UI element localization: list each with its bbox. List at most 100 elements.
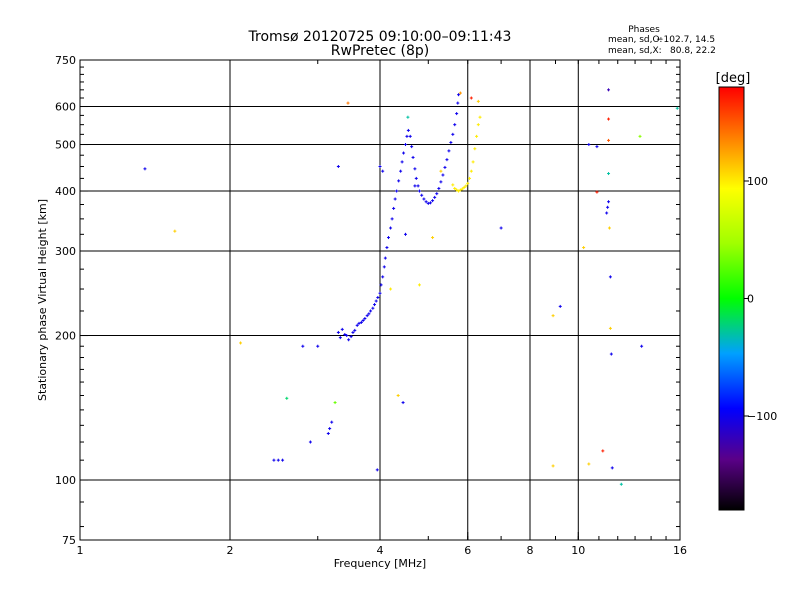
y-tick-label: 100 — [55, 474, 76, 487]
data-point-o-trace — [441, 173, 445, 177]
data-point-o-trace — [365, 314, 369, 318]
data-point-scattered — [558, 304, 562, 308]
data-point-o-trace — [451, 132, 455, 136]
data-point-scattered — [610, 466, 614, 470]
data-point-x-trace — [466, 181, 470, 185]
data-point-scattered — [413, 184, 417, 188]
phase-colorbar: [deg] 100 0 −100 — [716, 71, 777, 511]
data-point-scattered — [607, 200, 611, 204]
data-point-o-trace — [397, 179, 401, 183]
data-point-o-trace — [353, 328, 357, 332]
colorbar-gradient — [718, 86, 745, 511]
data-point-o-trace — [399, 169, 403, 173]
phases-o-value: −102.7, 14.5 — [656, 35, 715, 45]
data-point-scattered — [587, 143, 591, 147]
data-point-scattered — [239, 341, 243, 345]
data-point-o-trace — [392, 206, 396, 210]
data-points — [143, 88, 679, 486]
data-point-scattered — [605, 211, 609, 215]
data-point-x-trace — [478, 115, 482, 119]
data-point-o-trace — [424, 200, 428, 204]
data-point-o-trace — [389, 226, 393, 230]
data-point-o-trace — [410, 145, 414, 149]
data-point-o-trace — [393, 197, 397, 201]
data-point-scattered — [406, 115, 410, 119]
x-tick-label: 10 — [571, 544, 585, 557]
y-tick-label: 600 — [55, 101, 76, 114]
data-point-o-trace — [406, 128, 410, 132]
data-point-o-trace — [338, 336, 342, 340]
data-point-scattered — [285, 396, 289, 400]
data-point-scattered — [381, 169, 385, 173]
data-point-x-trace — [471, 160, 475, 164]
data-point-scattered — [346, 101, 350, 105]
y-axis-label: Stationary phase Virtual Height [km] — [36, 199, 49, 401]
data-point-o-trace — [383, 256, 387, 260]
data-point-o-trace — [351, 330, 355, 334]
grid-lines — [80, 60, 680, 540]
colorbar-tick-label: −100 — [747, 410, 777, 423]
data-point-o-trace — [349, 335, 353, 339]
data-point-scattered — [431, 236, 435, 240]
data-point-o-trace — [345, 334, 349, 338]
data-point-o-trace — [405, 134, 409, 138]
data-point-o-trace — [367, 312, 371, 316]
data-point-o-trace — [359, 320, 363, 324]
data-point-x-trace — [458, 188, 462, 192]
data-point-o-trace — [343, 332, 347, 336]
data-point-o-trace — [449, 140, 453, 144]
y-tick-label: 750 — [55, 54, 76, 67]
data-point-o-trace — [437, 186, 441, 190]
data-point-scattered — [551, 314, 555, 318]
data-point-scattered — [272, 458, 276, 462]
data-point-o-trace — [347, 338, 351, 342]
data-point-o-trace — [420, 193, 424, 197]
data-point-scattered — [326, 432, 330, 436]
data-point-o-trace — [431, 199, 435, 203]
data-point-o-trace — [379, 283, 383, 287]
y-tick-label: 75 — [62, 534, 76, 547]
data-point-scattered — [458, 91, 462, 95]
x-tick-label: 6 — [464, 544, 471, 557]
data-point-x-trace — [453, 186, 457, 190]
data-point-o-trace — [457, 93, 461, 97]
data-point-o-trace — [361, 318, 365, 322]
data-point-x-trace — [476, 123, 480, 127]
data-point-scattered — [281, 458, 285, 462]
data-point-x-trace — [473, 147, 477, 151]
data-point-scattered — [601, 449, 605, 453]
data-point-scattered — [582, 246, 586, 250]
data-point-o-trace — [378, 291, 382, 295]
data-point-scattered — [606, 205, 610, 209]
data-point-scattered — [595, 190, 599, 194]
data-point-scattered — [587, 462, 591, 466]
data-point-scattered — [276, 458, 280, 462]
data-point-scattered — [476, 99, 480, 103]
x-tick-label: 1 — [77, 544, 84, 557]
data-point-o-trace — [400, 160, 404, 164]
data-point-scattered — [607, 88, 611, 92]
y-tick-label: 300 — [55, 245, 76, 258]
data-point-scattered — [608, 275, 612, 279]
data-point-scattered — [330, 420, 334, 424]
data-point-o-trace — [426, 201, 430, 205]
data-point-o-trace — [395, 189, 399, 193]
phases-o-label: mean, sd,O: — [608, 35, 662, 45]
data-point-x-trace — [468, 176, 472, 180]
colorbar-ticks: 100 0 −100 — [744, 175, 777, 423]
x-tick-label: 2 — [227, 544, 234, 557]
chart-title-line1: Tromsø 20120725 09:10:00–09:11:43 — [248, 29, 512, 45]
data-point-o-trace — [390, 217, 394, 221]
data-point-scattered — [499, 226, 503, 230]
data-point-o-trace — [422, 197, 426, 201]
data-point-scattered — [143, 167, 147, 171]
data-point-o-trace — [408, 134, 412, 138]
data-point-o-trace — [369, 309, 373, 313]
data-point-scattered — [638, 134, 642, 138]
data-point-o-trace — [376, 296, 380, 300]
x-tick-label: 16 — [673, 544, 687, 557]
data-point-o-trace — [416, 184, 420, 188]
phases-title: Phases — [628, 25, 660, 35]
